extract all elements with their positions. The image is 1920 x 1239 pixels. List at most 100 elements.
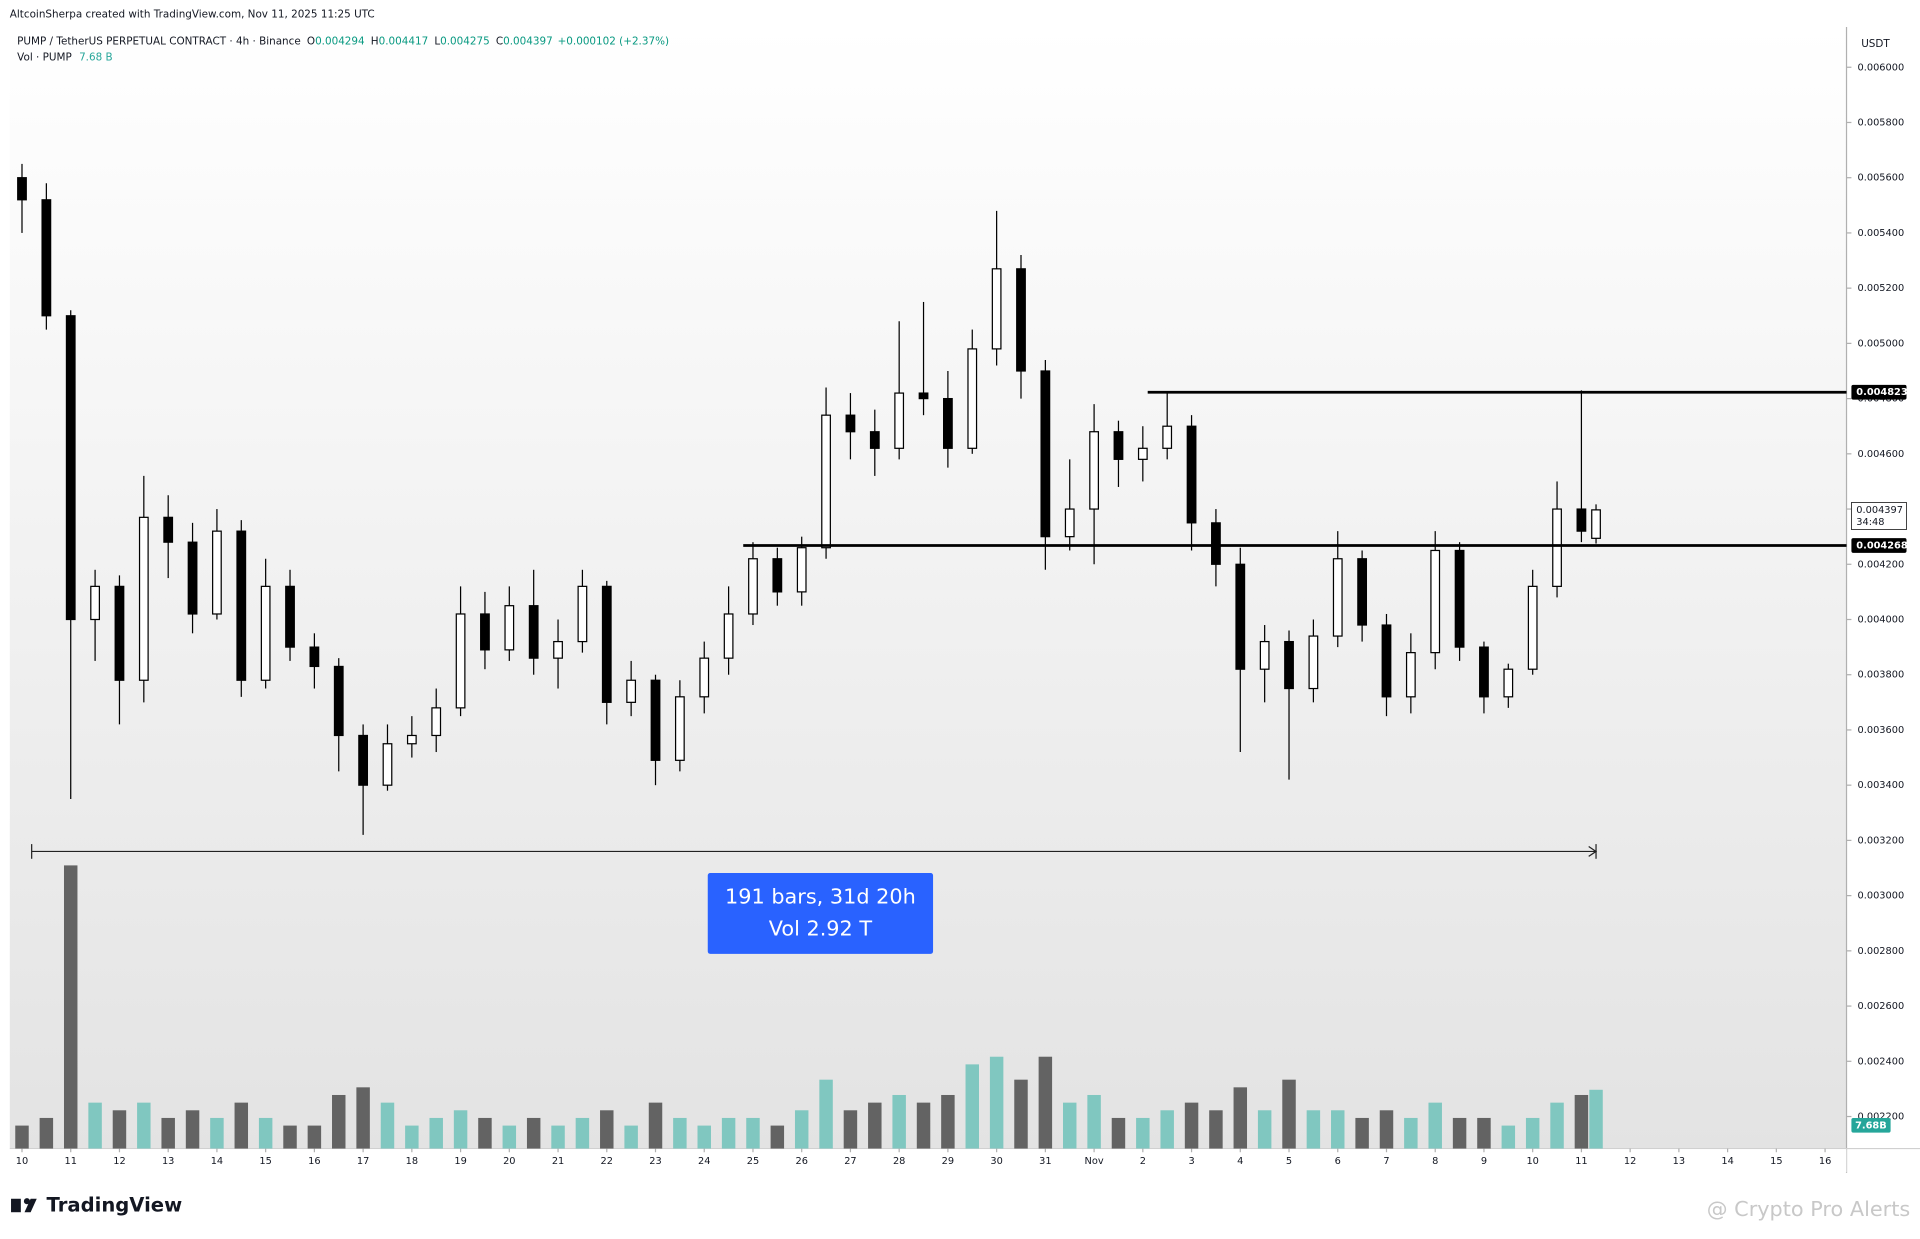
volume-bar: [332, 1094, 346, 1149]
y-tick-label: 0.002400: [1858, 1056, 1905, 1067]
candle-body: [358, 734, 369, 786]
candle-body: [723, 613, 734, 659]
candle-body: [431, 707, 442, 737]
candle-body: [1016, 268, 1026, 372]
x-tick-label: 30: [990, 1156, 1002, 1167]
volume-bar: [1589, 1089, 1603, 1149]
watermark: @ Crypto Pro Alerts: [1707, 1197, 1910, 1221]
x-tick-label: 11: [1575, 1156, 1587, 1167]
candle-body: [1576, 508, 1587, 532]
volume-bar: [1257, 1110, 1272, 1149]
volume-bar: [1209, 1110, 1223, 1149]
candle-body: [1430, 549, 1441, 654]
measure-text: 191 bars, 31d 20h: [725, 885, 916, 909]
candle-body: [1284, 640, 1294, 690]
volume-bar: [1306, 1110, 1321, 1149]
y-tick-label: 0.005600: [1858, 173, 1905, 184]
candle-body: [260, 585, 271, 681]
volume-bar: [819, 1079, 833, 1149]
candle-body: [1308, 635, 1319, 690]
candle-body: [967, 348, 978, 449]
level-label: 0.004268: [1856, 540, 1908, 551]
candle-body: [674, 696, 685, 761]
candle-body: [1113, 431, 1124, 460]
x-tick-label: 7: [1383, 1156, 1389, 1167]
ohlc-label: C: [496, 36, 503, 48]
y-tick-label: 0.004200: [1858, 559, 1905, 570]
x-tick-label: 13: [162, 1156, 174, 1167]
y-tick-label: 0.003800: [1858, 670, 1905, 681]
ohlc-value: 0.004397: [503, 36, 553, 48]
x-tick-label: 15: [259, 1156, 271, 1167]
candle-body: [1357, 558, 1368, 626]
candle-body: [528, 605, 539, 659]
volume-bar: [1404, 1117, 1418, 1149]
y-tick-label: 0.004600: [1858, 449, 1905, 460]
x-tick-label: 28: [893, 1156, 905, 1167]
x-tick-label: 27: [844, 1156, 856, 1167]
x-tick-label: 14: [211, 1156, 223, 1167]
candle-body: [382, 743, 393, 786]
volume-bar: [843, 1110, 858, 1149]
vol-name: Vol · PUMP: [17, 52, 72, 64]
y-tick-label: 0.006000: [1858, 62, 1905, 73]
volume-bar: [1062, 1102, 1077, 1149]
candle-body: [991, 268, 1002, 350]
volume-bar: [405, 1125, 419, 1149]
ohlc-value: 0.004275: [440, 36, 490, 48]
x-tick-label: 26: [795, 1156, 807, 1167]
candle-body: [1186, 425, 1197, 524]
candle-body: [821, 414, 831, 549]
volume-bar: [673, 1117, 687, 1149]
price-axis: [1846, 26, 1920, 1149]
volume-bar: [1184, 1102, 1199, 1149]
current-price: 0.004397: [1856, 505, 1903, 516]
volume-bar: [210, 1117, 224, 1149]
volume-bar: [1452, 1117, 1467, 1149]
volume-bar: [1038, 1056, 1053, 1149]
volume-bar: [137, 1102, 151, 1149]
measure-box: [707, 873, 934, 954]
volume-bar: [478, 1117, 492, 1149]
vol-value: 7.68 B: [79, 52, 113, 64]
y-tick-label: 0.003200: [1858, 835, 1905, 846]
candle-body: [748, 558, 758, 615]
candle-body: [187, 541, 198, 615]
vol-badge: [1851, 1117, 1891, 1133]
candle-body: [918, 392, 929, 400]
x-tick-label: 10: [1526, 1156, 1538, 1167]
volume-bar: [185, 1110, 200, 1149]
volume-bar: [1282, 1079, 1296, 1149]
x-tick-label: 16: [1819, 1156, 1831, 1167]
volume-bar: [234, 1102, 249, 1149]
level-badge: [1851, 384, 1907, 400]
volume-bar: [1111, 1117, 1126, 1149]
symbol-name: PUMP / TetherUS PERPETUAL CONTRACT · 4h …: [17, 36, 301, 48]
tv-logo: [11, 1198, 37, 1213]
volume-bar: [746, 1117, 760, 1149]
volume-bar: [1355, 1117, 1369, 1149]
candle-body: [1552, 508, 1562, 587]
volume-bar: [63, 865, 78, 1149]
volume-bar: [697, 1125, 711, 1149]
volume-bar: [258, 1117, 273, 1149]
candle-body: [1381, 624, 1392, 698]
candle-body: [1064, 508, 1075, 538]
x-tick-label: 22: [601, 1156, 613, 1167]
volume-bar: [1331, 1110, 1345, 1149]
candle-body: [1162, 425, 1173, 449]
candle-body: [1454, 549, 1465, 648]
volume-bar: [453, 1110, 468, 1149]
volume-bar: [112, 1110, 127, 1149]
volume-bar: [502, 1125, 517, 1149]
ohlc-value: 0.004294: [315, 36, 365, 48]
volume-bar: [15, 1125, 29, 1149]
candle-body: [601, 585, 612, 703]
candle-body: [163, 516, 174, 543]
candle-body: [114, 585, 125, 681]
vol-legend: Vol · PUMP 7.68 B: [17, 52, 112, 64]
volume-bar: [941, 1094, 955, 1149]
ohlc-label: L: [434, 36, 440, 48]
volume-bar: [1014, 1079, 1028, 1149]
volume-bar: [1574, 1094, 1589, 1149]
